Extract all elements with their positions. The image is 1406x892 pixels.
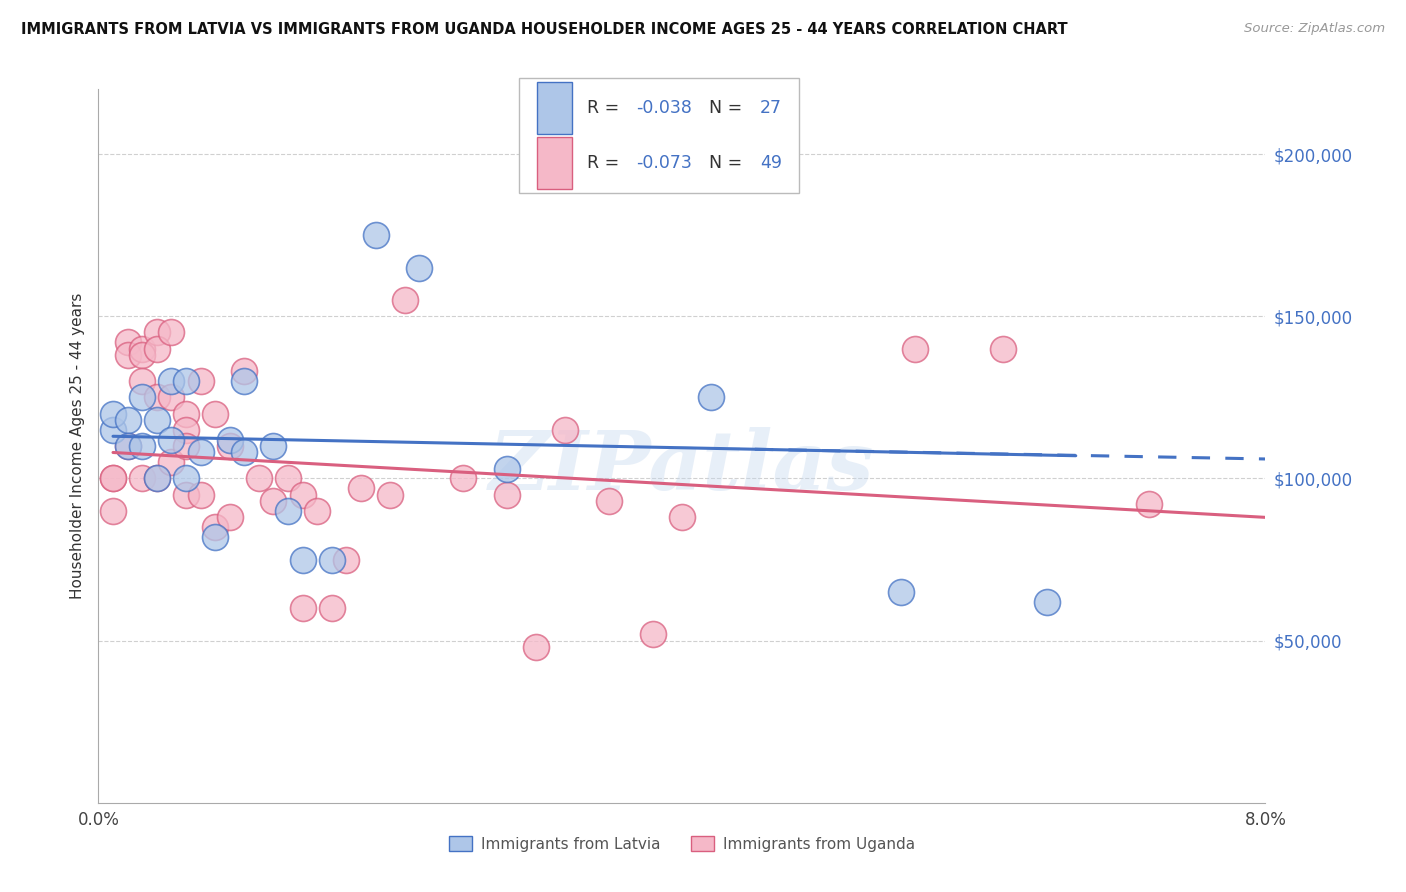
Point: [408, 260, 430, 275]
Point: [233, 374, 256, 388]
FancyBboxPatch shape: [537, 137, 572, 189]
Text: R =: R =: [588, 154, 626, 172]
Point: [117, 335, 139, 350]
Text: N =: N =: [699, 154, 748, 172]
Point: [671, 510, 693, 524]
Point: [160, 455, 183, 469]
Text: -0.038: -0.038: [637, 99, 692, 117]
Point: [117, 439, 139, 453]
Point: [117, 348, 139, 362]
Point: [146, 471, 169, 485]
Point: [277, 471, 299, 485]
Point: [190, 445, 212, 459]
Point: [1035, 595, 1057, 609]
Point: [190, 374, 212, 388]
Point: [204, 520, 226, 534]
Point: [160, 433, 183, 447]
Point: [394, 293, 416, 307]
Point: [307, 504, 329, 518]
Point: [174, 407, 197, 421]
Point: [218, 510, 240, 524]
Point: [204, 407, 226, 421]
Point: [554, 423, 576, 437]
Point: [262, 439, 284, 453]
Point: [218, 439, 240, 453]
Point: [131, 348, 153, 362]
Point: [291, 488, 314, 502]
Point: [364, 228, 387, 243]
Point: [598, 494, 620, 508]
Point: [146, 342, 169, 356]
Point: [350, 481, 373, 495]
Point: [117, 439, 139, 453]
Point: [700, 390, 723, 404]
Point: [380, 488, 402, 502]
Point: [451, 471, 474, 485]
Point: [890, 585, 912, 599]
Text: IMMIGRANTS FROM LATVIA VS IMMIGRANTS FROM UGANDA HOUSEHOLDER INCOME AGES 25 - 44: IMMIGRANTS FROM LATVIA VS IMMIGRANTS FRO…: [21, 22, 1067, 37]
Point: [321, 601, 343, 615]
Point: [146, 413, 169, 427]
Text: 27: 27: [761, 99, 782, 117]
Point: [101, 471, 124, 485]
Point: [262, 494, 284, 508]
Point: [160, 326, 183, 340]
Point: [160, 390, 183, 404]
Text: -0.073: -0.073: [637, 154, 692, 172]
Text: N =: N =: [699, 99, 748, 117]
Point: [160, 374, 183, 388]
Point: [277, 504, 299, 518]
Point: [174, 471, 197, 485]
Point: [904, 342, 927, 356]
Y-axis label: Householder Income Ages 25 - 44 years: Householder Income Ages 25 - 44 years: [69, 293, 84, 599]
Point: [117, 413, 139, 427]
Text: 49: 49: [761, 154, 782, 172]
Point: [218, 433, 240, 447]
Text: ZIPatlas: ZIPatlas: [489, 427, 875, 508]
Point: [131, 342, 153, 356]
Text: Source: ZipAtlas.com: Source: ZipAtlas.com: [1244, 22, 1385, 36]
Point: [101, 407, 124, 421]
Point: [641, 627, 664, 641]
Point: [233, 445, 256, 459]
Point: [524, 640, 547, 654]
Legend: Immigrants from Latvia, Immigrants from Uganda: Immigrants from Latvia, Immigrants from …: [441, 828, 922, 859]
Point: [247, 471, 270, 485]
Point: [204, 530, 226, 544]
Point: [146, 471, 169, 485]
Point: [335, 552, 357, 566]
Text: R =: R =: [588, 99, 626, 117]
Point: [146, 390, 169, 404]
Point: [146, 326, 169, 340]
Point: [233, 364, 256, 378]
FancyBboxPatch shape: [537, 82, 572, 134]
Point: [101, 423, 124, 437]
Point: [291, 601, 314, 615]
Point: [174, 374, 197, 388]
Point: [101, 471, 124, 485]
Point: [131, 471, 153, 485]
Point: [131, 439, 153, 453]
Point: [1137, 497, 1160, 511]
Point: [190, 488, 212, 502]
Point: [496, 488, 519, 502]
Point: [101, 504, 124, 518]
Point: [321, 552, 343, 566]
Point: [131, 390, 153, 404]
Point: [174, 488, 197, 502]
Point: [991, 342, 1014, 356]
Point: [291, 552, 314, 566]
Point: [496, 461, 519, 475]
FancyBboxPatch shape: [519, 78, 799, 193]
Point: [131, 374, 153, 388]
Point: [174, 439, 197, 453]
Point: [174, 423, 197, 437]
